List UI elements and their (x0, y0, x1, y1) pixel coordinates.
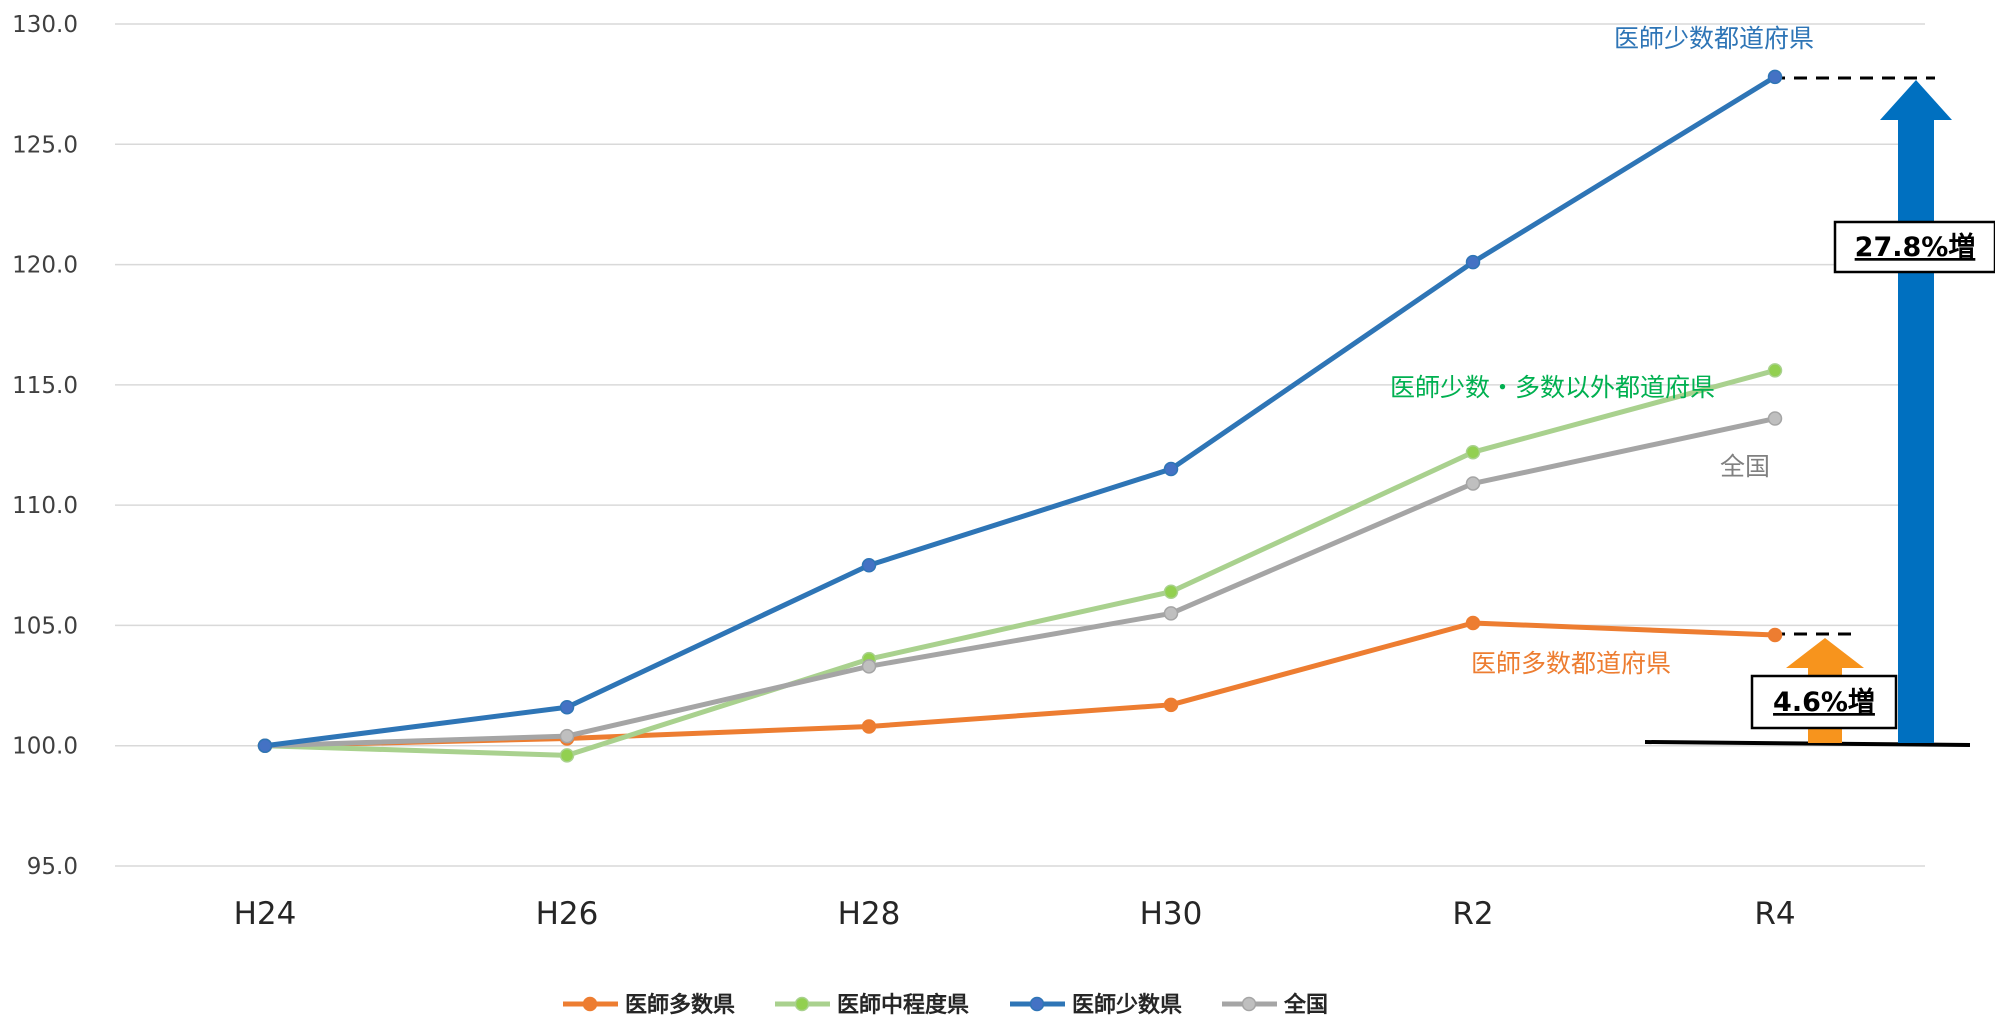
y-tick-label: 100.0 (12, 734, 78, 760)
x-tick-label: R4 (1754, 896, 1795, 932)
data-point (559, 748, 575, 763)
data-point (1767, 363, 1783, 378)
series-line (262, 367, 1778, 758)
y-tick-label: 130.0 (12, 12, 78, 38)
data-point (861, 558, 877, 573)
small-increase-box: 4.6%増 (1750, 674, 1898, 730)
zenkoku-series-annotation: 全国 (1720, 452, 1770, 481)
chuteido-series-annotation: 医師少数・多数以外都道府県 (1390, 373, 1715, 402)
legend-label: 全国 (1283, 992, 1328, 1016)
y-axis-ticks: 95.0 100.0 105.0 110.0 115.0 120.0 125.0 130.0 (12, 12, 78, 880)
series-line (262, 416, 1778, 749)
data-point (1465, 476, 1481, 491)
y-tick-label: 105.0 (12, 613, 78, 639)
legend-item: 医師中程度県 (775, 992, 969, 1016)
series-3 (257, 411, 1783, 753)
legend-item: 医師少数県 (1010, 992, 1182, 1016)
small-increase-label: 4.6%増 (1773, 686, 1875, 718)
legend: 医師多数県 医師中程度県 医師少数県 全国 (563, 992, 1328, 1016)
data-point (1465, 254, 1481, 270)
x-tick-label: H24 (234, 896, 297, 932)
baseline-line (1644, 740, 1971, 747)
legend-label: 医師少数県 (1072, 992, 1182, 1016)
data-point (1163, 584, 1179, 599)
tasu-series-annotation: 医師多数都道府県 (1471, 649, 1671, 678)
series-2 (257, 69, 1783, 753)
shosu-series-annotation: 医師少数都道府県 (1614, 24, 1814, 53)
y-tick-label: 110.0 (12, 493, 78, 519)
legend-label: 医師中程度県 (837, 992, 969, 1016)
large-increase-box: 27.8%増 (1833, 220, 1995, 274)
legend-swatch-marker (1241, 996, 1257, 1012)
legend-swatch-marker (794, 996, 810, 1012)
large-increase-label: 27.8%増 (1855, 231, 1976, 263)
legend-item: 医師多数県 (563, 992, 735, 1016)
x-axis-ticks: H24 H26 H28 H30 R2 R4 (234, 896, 1796, 932)
series-line (262, 74, 1778, 749)
data-point (1465, 615, 1481, 631)
data-point (1465, 444, 1481, 460)
data-point (559, 699, 575, 715)
data-point (257, 738, 273, 753)
data-point (1767, 627, 1783, 643)
y-tick-label: 95.0 (27, 854, 78, 880)
legend-item: 全国 (1222, 992, 1328, 1016)
data-point (559, 728, 575, 744)
data-point (861, 719, 877, 734)
data-point (1767, 411, 1783, 426)
legend-swatch-marker (1029, 996, 1045, 1012)
x-tick-label: R2 (1452, 896, 1493, 932)
data-point (1163, 697, 1179, 713)
data-point (861, 659, 877, 674)
x-tick-label: H30 (1140, 896, 1203, 932)
data-point (1163, 606, 1179, 621)
large-increase-arrow (1880, 80, 1952, 743)
series-1 (257, 363, 1783, 763)
series-0 (257, 615, 1783, 753)
data-point (1163, 461, 1179, 477)
legend-label: 医師多数県 (625, 992, 735, 1016)
y-tick-label: 125.0 (12, 132, 78, 158)
legend-swatch-marker (582, 996, 598, 1012)
data-point (1767, 69, 1783, 85)
y-tick-label: 120.0 (12, 253, 78, 279)
increase-indicators: 27.8%増 4.6%増 (1644, 76, 1995, 747)
x-tick-label: H26 (536, 896, 599, 932)
y-tick-label: 115.0 (12, 373, 78, 399)
x-tick-label: H28 (838, 896, 901, 932)
series-lines (257, 69, 1783, 763)
